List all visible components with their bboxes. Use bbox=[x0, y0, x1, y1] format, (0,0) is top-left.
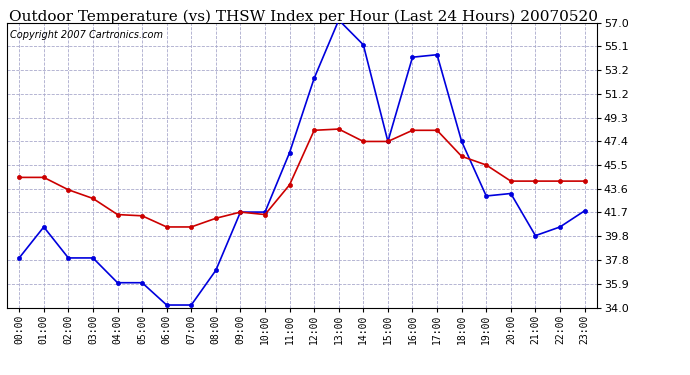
Text: Copyright 2007 Cartronics.com: Copyright 2007 Cartronics.com bbox=[10, 30, 163, 40]
Text: Outdoor Temperature (vs) THSW Index per Hour (Last 24 Hours) 20070520: Outdoor Temperature (vs) THSW Index per … bbox=[9, 9, 598, 24]
